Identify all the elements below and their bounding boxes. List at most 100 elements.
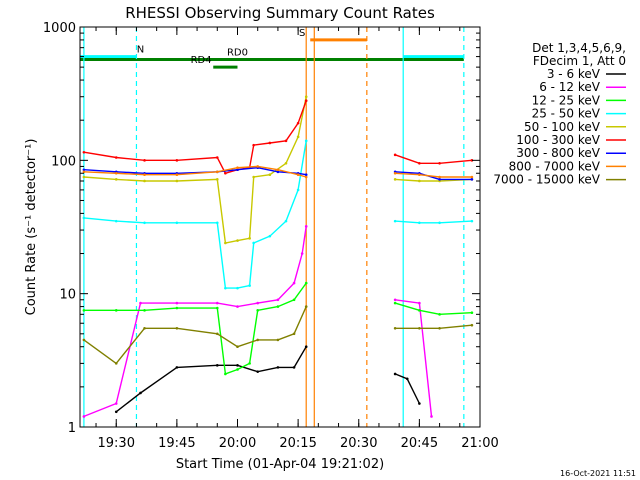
- series-25-50-kev-point: [296, 188, 300, 192]
- series-300-800-kev-point: [304, 173, 308, 177]
- series-800-7000-kev-point: [296, 173, 300, 177]
- series-12-25-kev-point: [256, 309, 260, 312]
- legend-entry-label: 50 - 100 keV: [524, 120, 601, 134]
- series-300-800-kev-point: [470, 178, 474, 181]
- series-7000-15000-kev-point: [256, 338, 260, 342]
- series-12-25-kev-point: [82, 309, 86, 312]
- series-3-6-kev-point: [139, 391, 142, 395]
- series-800-7000-kev-point: [256, 165, 260, 168]
- series-100-300-kev-point: [114, 156, 118, 159]
- x-tick-label: 20:15: [279, 436, 316, 451]
- legend-entry-label: 25 - 50 keV: [532, 107, 601, 121]
- series-25-50-kev-point: [215, 221, 219, 225]
- series-3-6-kev-point: [393, 372, 397, 376]
- series-50-100-kev-point: [252, 175, 255, 179]
- series-3-6-kev-point: [292, 366, 296, 369]
- series-100-300-kev-point: [438, 162, 441, 165]
- series-25-50-kev-point: [82, 216, 86, 220]
- x-tick-label: 19:30: [98, 436, 135, 451]
- series-50-100-kev-point: [248, 237, 251, 240]
- series-25-50-kev-point: [418, 221, 421, 225]
- series-100-300-kev-point: [296, 121, 300, 125]
- series-12-25-kev-line: [83, 282, 307, 375]
- y-tick-label: 1000: [43, 21, 76, 36]
- series-800-7000-kev-point: [418, 173, 421, 177]
- y-tick-label: 10: [59, 288, 76, 303]
- series-25-50-kev-point: [143, 221, 146, 225]
- series-25-50-kev-point: [236, 286, 239, 290]
- series-3-6-kev-point: [236, 364, 239, 367]
- series-6-12-kev-point: [215, 301, 219, 305]
- series-50-100-kev-point: [175, 179, 179, 183]
- series-7000-15000-kev-point: [438, 326, 441, 330]
- series-3-6-kev-point: [418, 402, 421, 405]
- series-25-50-kev-point: [252, 241, 255, 245]
- series-12-25-kev-line: [394, 302, 472, 316]
- series-50-100-kev-point: [82, 175, 86, 179]
- series-6-12-kev-point: [300, 252, 304, 255]
- series-7000-15000-kev-point: [82, 338, 86, 342]
- series-300-800-kev-point: [236, 168, 239, 172]
- series-7000-15000-kev-point: [292, 332, 296, 336]
- series-25-50-kev-point: [284, 219, 288, 223]
- series-800-7000-kev-line: [395, 172, 472, 178]
- series-6-12-kev-point: [393, 298, 397, 302]
- series-6-12-kev-point: [276, 298, 280, 302]
- legend-entry-label: 800 - 7000 keV: [509, 159, 601, 173]
- series-100-300-kev-point: [268, 141, 272, 145]
- series-800-7000-kev-point: [393, 171, 397, 175]
- series-25-50-kev-point: [248, 284, 251, 287]
- series-7000-15000-kev-point: [175, 326, 179, 330]
- series-25-50-kev-point: [268, 234, 272, 238]
- series-6-12-kev-point: [114, 402, 118, 405]
- legend-header: Det 1,3,4,5,6,9,: [532, 41, 626, 55]
- series-50-100-kev-point: [215, 178, 219, 181]
- series-50-100-kev-point: [236, 239, 239, 242]
- y-tick-label: 100: [51, 154, 76, 169]
- state-bar-label: RD0: [227, 48, 248, 59]
- series-7000-15000-kev-point: [393, 326, 397, 330]
- series-7000-15000-kev-point: [114, 362, 118, 365]
- series-50-100-kev-point: [418, 179, 421, 183]
- series-7000-15000-kev-point: [304, 305, 308, 308]
- series-50-100-kev-point: [268, 173, 272, 177]
- series-100-300-kev-point: [215, 156, 219, 159]
- series-7000-15000-kev-line: [395, 324, 472, 329]
- series-12-25-kev-point: [470, 311, 474, 314]
- series-3-6-kev-point: [215, 364, 219, 367]
- x-tick-label: 20:00: [219, 436, 256, 451]
- series-25-50-kev-point: [175, 221, 179, 225]
- series-6-12-kev-point: [418, 301, 421, 305]
- series-12-25-kev-point: [292, 298, 296, 302]
- series-25-50-kev-point: [304, 139, 308, 143]
- series-100-300-kev-point: [143, 159, 146, 162]
- x-tick-label: 20:30: [340, 436, 377, 451]
- series-300-800-kev-point: [438, 178, 441, 181]
- series-25-50-kev-point: [224, 286, 227, 290]
- series-800-7000-kev-point: [143, 173, 146, 177]
- x-axis-label: Start Time (01-Apr-04 19:21:02): [176, 457, 384, 472]
- series-50-100-kev-point: [114, 178, 118, 181]
- series-100-300-kev-point: [304, 99, 308, 103]
- series-100-300-kev-point: [284, 139, 288, 143]
- series-50-100-kev-point: [224, 241, 227, 245]
- series-100-300-kev-line: [394, 154, 472, 164]
- series-7000-15000-kev-point: [276, 338, 280, 342]
- legend-entry-label: 100 - 300 keV: [516, 133, 600, 147]
- series-800-7000-kev-point: [438, 175, 441, 179]
- series-100-300-kev-point: [224, 171, 227, 175]
- series-50-100-kev-point: [304, 95, 308, 99]
- legend-entry-label: 300 - 800 keV: [516, 146, 600, 160]
- series-3-6-kev-point: [114, 410, 118, 414]
- series-7000-15000-kev-point: [470, 323, 474, 327]
- series-3-6-kev-point: [175, 366, 179, 369]
- series-300-800-kev-point: [276, 170, 280, 174]
- series-800-7000-kev-point: [175, 173, 179, 177]
- series-25-50-kev-line: [395, 220, 472, 224]
- series-7000-15000-kev-point: [143, 326, 146, 330]
- series-50-100-kev-point: [143, 179, 146, 183]
- series-800-7000-kev-point: [236, 166, 239, 170]
- series-100-300-kev-point: [175, 159, 179, 162]
- series-6-12-kev-point: [256, 301, 260, 305]
- series-7000-15000-kev-line: [83, 306, 307, 365]
